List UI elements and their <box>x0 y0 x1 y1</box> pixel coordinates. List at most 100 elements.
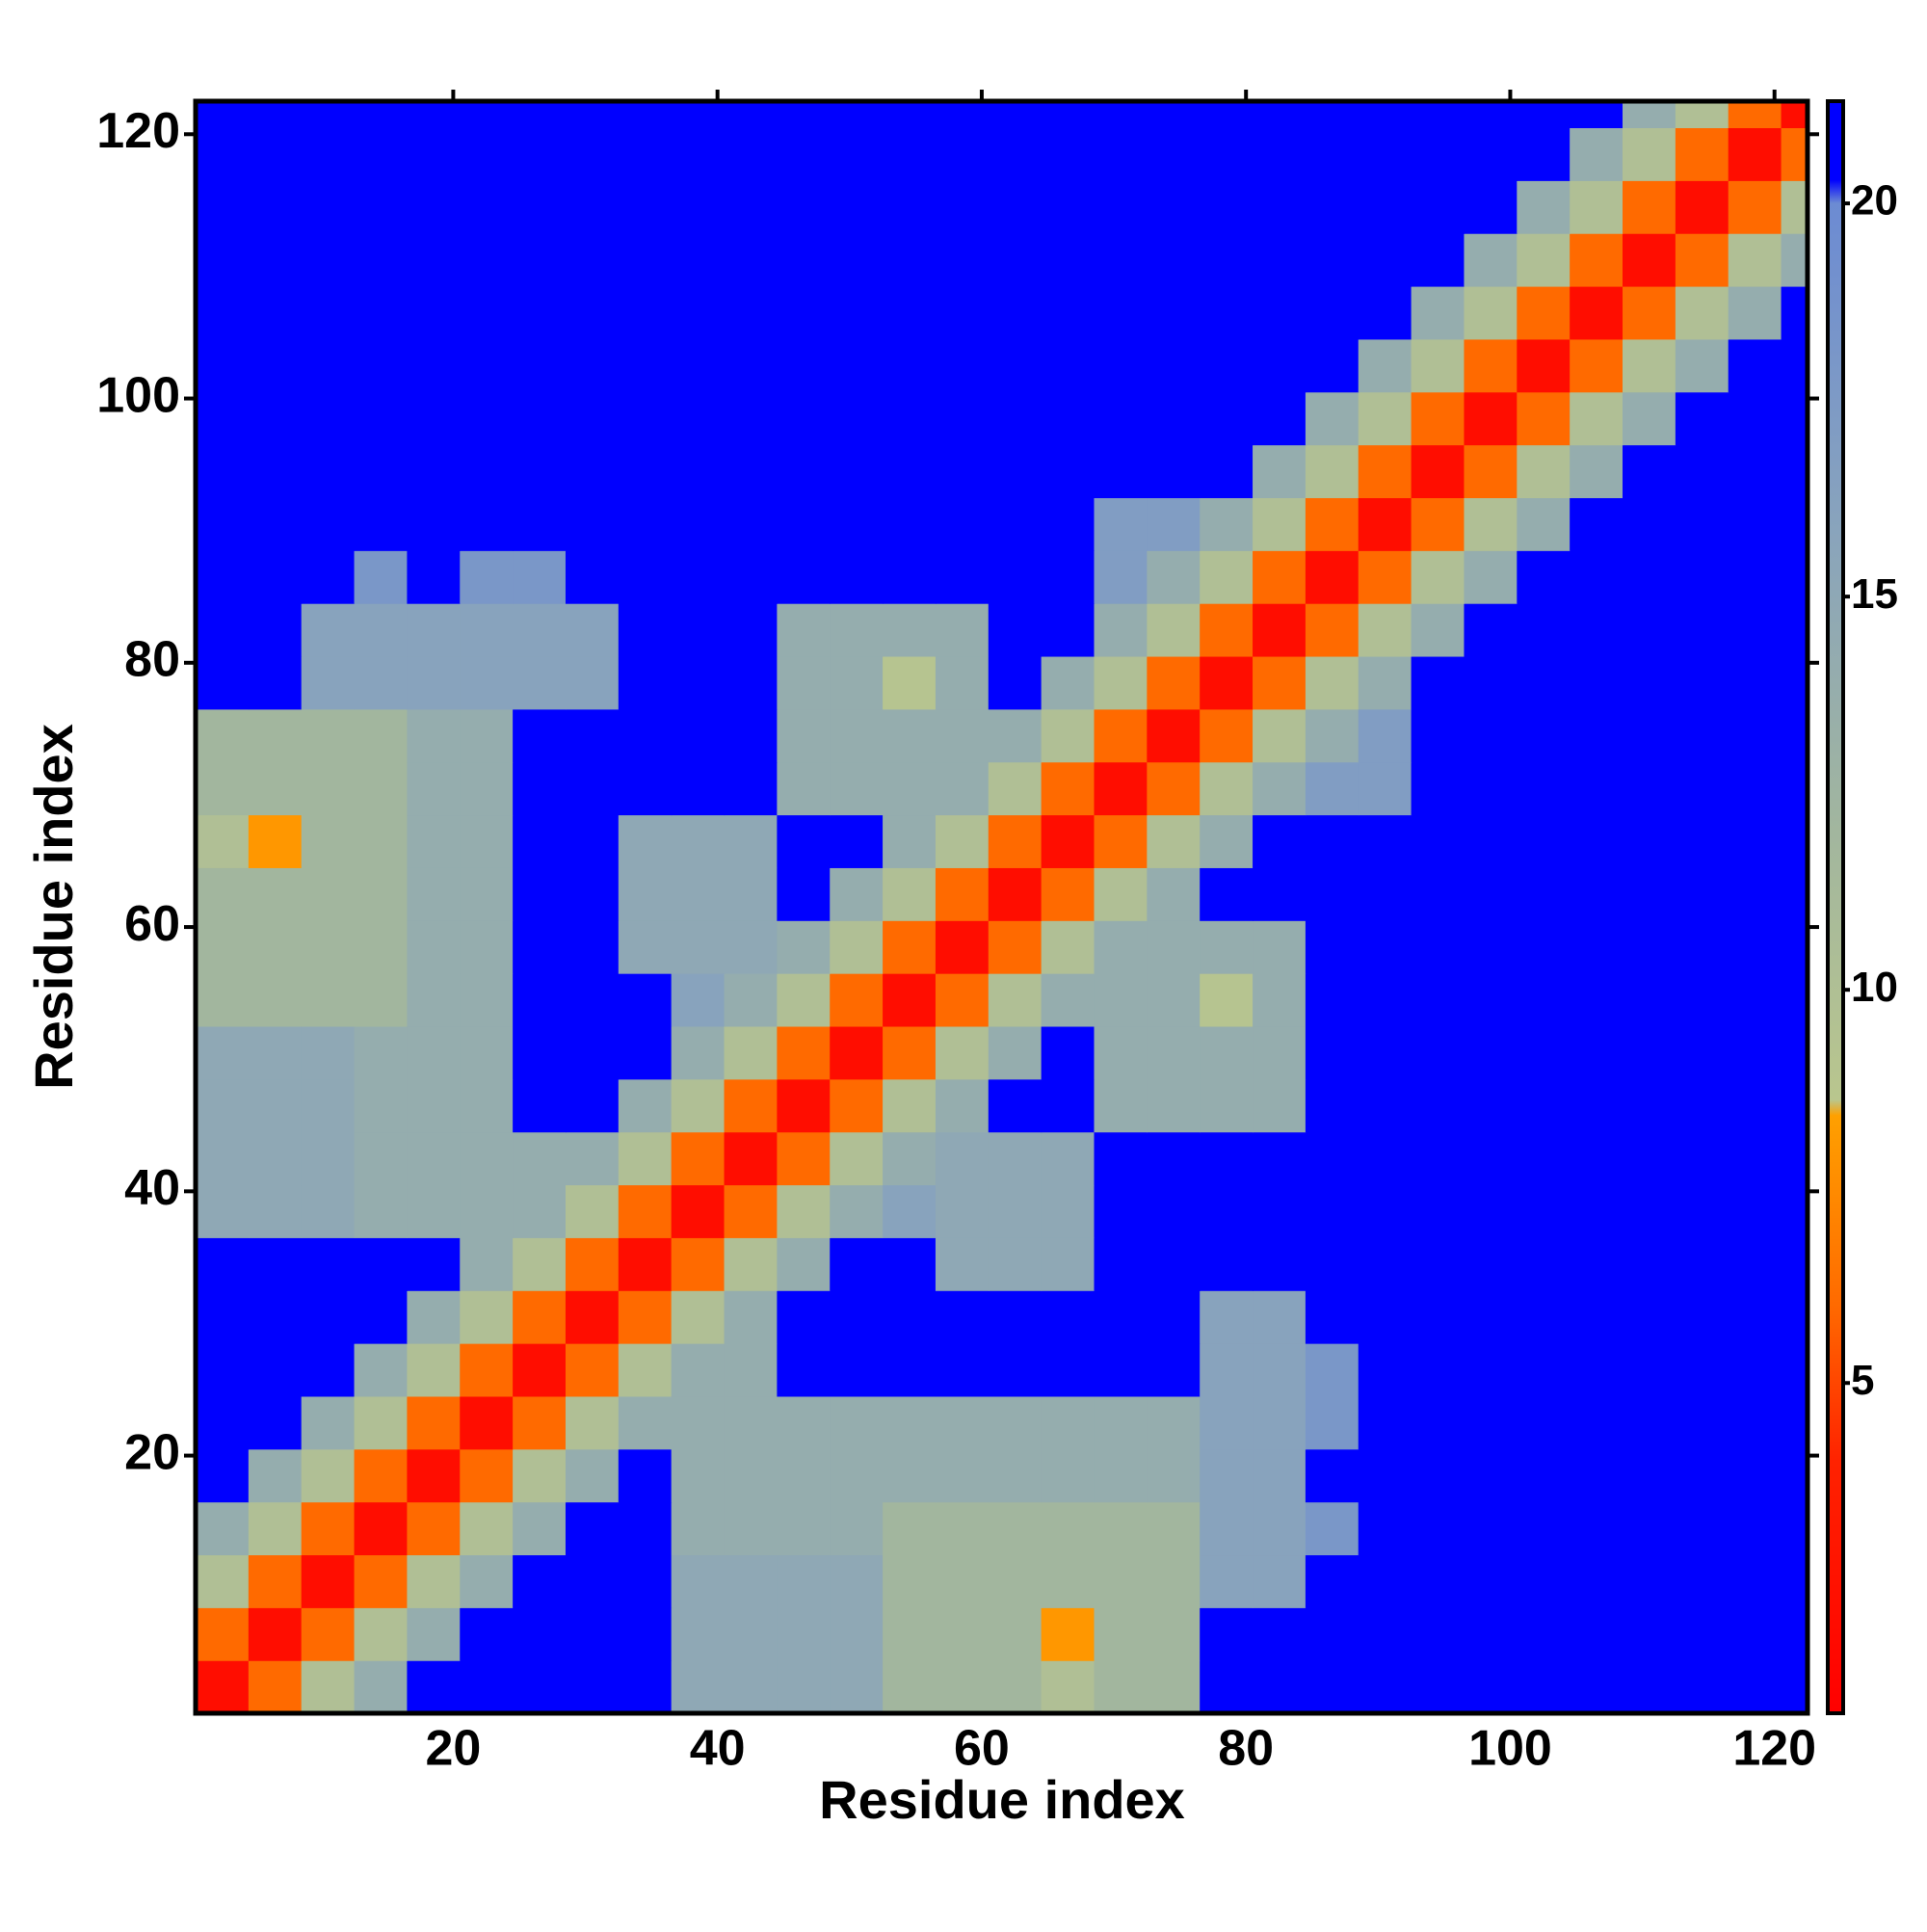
heatmap-cell <box>1464 1448 1518 1503</box>
heatmap-cell <box>196 127 250 181</box>
heatmap-cell <box>1411 1660 1465 1714</box>
heatmap-cell <box>1253 1660 1307 1714</box>
heatmap-cell <box>1517 233 1571 287</box>
heatmap-cell <box>1305 1025 1359 1080</box>
heatmap-cell <box>301 444 356 498</box>
heatmap-cell <box>830 655 884 710</box>
heatmap-cell <box>1675 1448 1729 1503</box>
heatmap-cell <box>988 814 1043 868</box>
heatmap-cell <box>830 550 884 604</box>
heatmap-cell <box>1517 497 1571 551</box>
heatmap-cell <box>1781 1237 1808 1291</box>
heatmap-cell <box>724 1501 778 1556</box>
heatmap-cell <box>1517 973 1571 1027</box>
heatmap-cell <box>565 1395 620 1450</box>
heatmap-cell <box>1147 497 1201 551</box>
heatmap-cell <box>1728 1607 1782 1661</box>
heatmap-cell <box>1464 1184 1518 1238</box>
heatmap-cell <box>196 655 250 710</box>
heatmap-cell <box>1041 233 1095 287</box>
heatmap-cell <box>724 1078 778 1133</box>
heatmap-cell <box>460 1660 514 1714</box>
heatmap-cell <box>460 814 514 868</box>
heatmap-cell <box>1464 391 1518 446</box>
heatmap-cell <box>1623 1607 1676 1661</box>
heatmap-cell <box>1517 655 1571 710</box>
heatmap-cell <box>1781 127 1808 181</box>
heatmap-cell <box>1781 973 1808 1027</box>
heatmap-cell <box>724 973 778 1027</box>
heatmap-cell <box>407 603 461 657</box>
heatmap-cell <box>1200 1448 1254 1503</box>
heatmap-cell <box>248 101 303 129</box>
heatmap-cell <box>1728 867 1782 921</box>
heatmap-cell <box>301 338 356 393</box>
heatmap-cell <box>1517 391 1571 446</box>
heatmap-cell <box>565 391 620 446</box>
plot-frame <box>193 98 1810 1716</box>
heatmap-cell <box>301 180 356 234</box>
heatmap-cell <box>777 867 831 921</box>
heatmap-cell <box>935 814 990 868</box>
heatmap-cell <box>1570 920 1623 974</box>
heatmap-cell <box>1253 1078 1307 1133</box>
heatmap-cell <box>1305 814 1359 868</box>
heatmap-cell <box>1728 127 1782 181</box>
heatmap-cell <box>407 1448 461 1503</box>
heatmap-cell <box>1781 1343 1808 1397</box>
heatmap-cell <box>671 708 726 763</box>
heatmap-cell <box>1094 1184 1148 1238</box>
heatmap-cell <box>565 1025 620 1080</box>
heatmap-cell <box>196 814 250 868</box>
y-tick-label: 20 <box>124 1424 180 1480</box>
heatmap-cell <box>1411 444 1465 498</box>
heatmap-cell <box>1147 1501 1201 1556</box>
heatmap-cell <box>777 761 831 816</box>
heatmap-cell <box>513 655 567 710</box>
heatmap-cell <box>1041 814 1095 868</box>
heatmap-cell <box>618 708 673 763</box>
heatmap-cell <box>988 708 1043 763</box>
heatmap-cell <box>1623 814 1676 868</box>
heatmap-cell <box>1517 1290 1571 1344</box>
heatmap-cell <box>1358 1343 1412 1397</box>
heatmap-cell <box>1781 550 1808 604</box>
heatmap-cell <box>354 391 409 446</box>
heatmap-cell <box>1623 497 1676 551</box>
heatmap-cell <box>354 867 409 921</box>
heatmap-cell <box>1200 1131 1254 1186</box>
heatmap-cell <box>407 1025 461 1080</box>
heatmap-cells <box>196 101 1808 1714</box>
heatmap-cell <box>1041 920 1095 974</box>
heatmap-cell <box>1253 655 1307 710</box>
heatmap-cell <box>1358 1395 1412 1450</box>
heatmap-cell <box>618 101 673 129</box>
heatmap-cell <box>301 1025 356 1080</box>
heatmap-cell <box>1253 603 1307 657</box>
heatmap-cell <box>1041 127 1095 181</box>
heatmap-cell <box>830 285 884 340</box>
heatmap-cell <box>1781 233 1808 287</box>
heatmap-cell <box>196 1395 250 1450</box>
heatmap-cell <box>1517 1448 1571 1503</box>
heatmap-cell <box>988 1660 1043 1714</box>
heatmap-cell <box>196 1554 250 1608</box>
heatmap-cell <box>1358 1237 1412 1291</box>
heatmap-cell <box>460 550 514 604</box>
heatmap-cell <box>1200 814 1254 868</box>
heatmap-cell <box>1464 1395 1518 1450</box>
heatmap-cell <box>1200 1078 1254 1133</box>
heatmap-cell <box>1305 338 1359 393</box>
heatmap-cell <box>1411 1343 1465 1397</box>
heatmap-cell <box>460 1290 514 1344</box>
heatmap-cell <box>777 708 831 763</box>
heatmap-cell <box>988 1343 1043 1397</box>
heatmap-cell <box>1253 180 1307 234</box>
heatmap-cell <box>1358 497 1412 551</box>
heatmap-cell <box>830 603 884 657</box>
heatmap-cell <box>1517 708 1571 763</box>
heatmap-cell <box>1675 1395 1729 1450</box>
heatmap-cell <box>354 338 409 393</box>
heatmap-cell <box>671 127 726 181</box>
heatmap-cell <box>1305 1607 1359 1661</box>
